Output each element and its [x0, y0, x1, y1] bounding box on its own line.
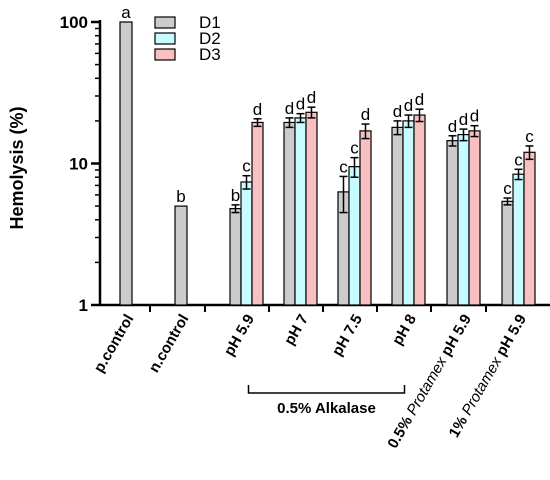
bar-d2 [512, 173, 525, 306]
bar-d1 [391, 126, 404, 306]
bar-d2 [457, 134, 470, 306]
bar-d2 [348, 166, 361, 306]
category-label-text: pH 5.9 [221, 312, 258, 359]
legend-swatch-d2 [154, 32, 176, 45]
significance-letter: d [361, 105, 370, 124]
significance-letter: d [470, 107, 479, 126]
significance-letter: c [525, 127, 534, 146]
legend-label-d3: D3 [199, 45, 221, 64]
legend-label-d1: D1 [199, 13, 221, 32]
category-label: n.control [146, 312, 193, 376]
y-tick-label: 100 [60, 13, 88, 32]
bar-d3 [468, 130, 481, 306]
bar-d3 [523, 151, 536, 306]
significance-letter: d [307, 88, 316, 107]
significance-letter: d [296, 95, 305, 114]
significance-letter: d [253, 100, 262, 119]
bar-d1 [446, 140, 459, 306]
bar-d1 [174, 205, 188, 306]
category-label-tail: pH 5.9 [491, 312, 530, 363]
y-tick-label: 1 [79, 296, 88, 315]
category-label-text: p.control [91, 312, 138, 376]
significance-letter: d [393, 102, 402, 121]
category-label-italic: Protamex [404, 354, 451, 419]
category-label-text: pH 7.5 [329, 312, 366, 359]
category-label: pH 8 [389, 312, 420, 349]
bar-d2 [402, 120, 415, 306]
legend-label-d2: D2 [199, 29, 221, 48]
category-label-tail: pH 5.9 [436, 312, 475, 363]
significance-letter: c [514, 150, 523, 169]
legend-swatch-d3 [154, 48, 176, 61]
category-label-text: pH 7 [281, 312, 312, 349]
bar-d3 [359, 130, 372, 306]
bar-d3 [305, 111, 318, 306]
category-labels: p.control n.control pH 5.9 pH 7 pH 7.5 pH 8 0.… [91, 312, 530, 452]
bar-d1 [119, 21, 133, 306]
y-tick-label: 10 [69, 155, 88, 174]
group-label: 0.5% Alkalase [277, 400, 376, 417]
bar-d1 [283, 121, 296, 306]
category-label: p.control [91, 312, 138, 376]
significance-letter: d [448, 117, 457, 136]
category-label: pH 5.9 [221, 312, 258, 359]
significance-letter: d [404, 96, 413, 115]
category-label: pH 7 [281, 312, 312, 349]
bar-d1 [229, 208, 242, 306]
significance-letter: c [339, 157, 348, 176]
significance-letter: c [503, 179, 512, 198]
category-label-text: pH 8 [389, 312, 420, 349]
legend-swatch-d1 [154, 16, 176, 29]
category-label-text: n.control [146, 312, 193, 376]
significance-letter: c [350, 139, 359, 158]
bar-d3 [251, 121, 264, 306]
y-axis-label: Hemolysis (%) [7, 106, 27, 229]
bar-d2 [294, 117, 307, 306]
significance-letter: b [176, 187, 185, 206]
significance-letter: d [285, 99, 294, 118]
group-bracket-line [247, 385, 406, 394]
significance-letter: a [121, 3, 131, 22]
significance-letter: b [231, 186, 240, 205]
category-label-italic: Protamex [459, 354, 506, 419]
significance-letter: d [415, 90, 424, 109]
group-bracket: 0.5% Alkalase [247, 385, 406, 417]
significance-letter: d [459, 110, 468, 129]
category-label: pH 7.5 [329, 312, 366, 359]
significance-letter: c [242, 157, 251, 176]
bar-d1 [501, 200, 514, 306]
bar-d3 [413, 114, 426, 306]
bar-d2 [240, 181, 253, 306]
